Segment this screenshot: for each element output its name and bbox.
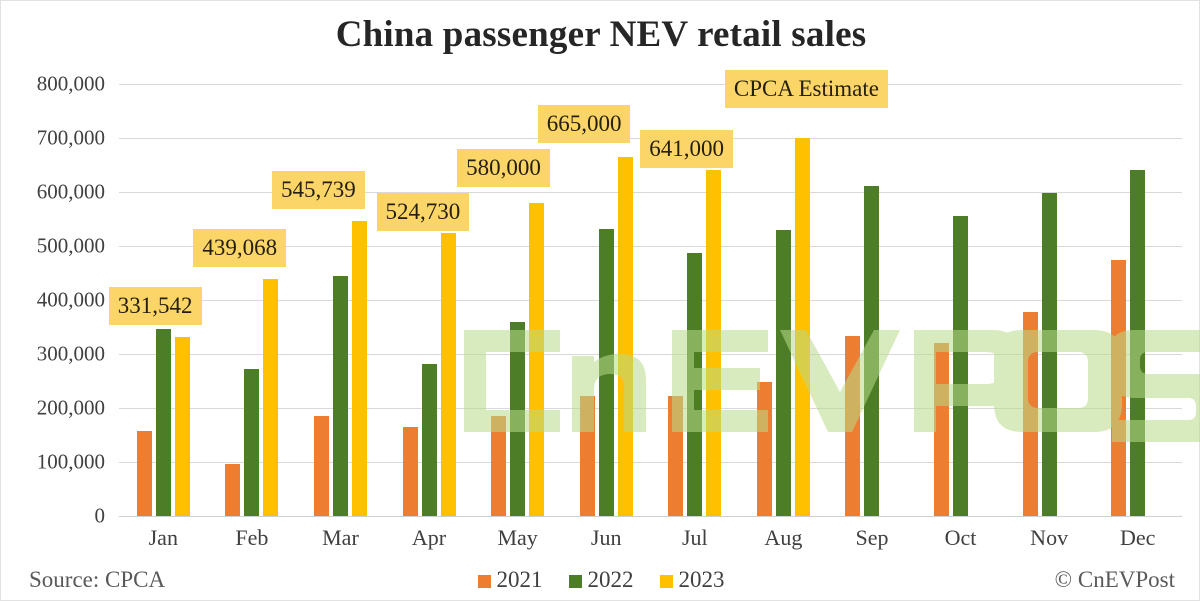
gridline — [119, 84, 1182, 85]
bar-2021-May — [491, 416, 507, 516]
data-label-May: 580,000 — [457, 148, 550, 187]
y-axis-tick-label: 700,000 — [36, 125, 105, 150]
y-axis-tick-label: 400,000 — [36, 287, 105, 312]
y-axis-tick-label: 300,000 — [36, 341, 105, 366]
bar-2022-May — [510, 322, 526, 516]
bar-2023-Jul — [706, 169, 722, 516]
x-axis-tick-label-Feb: Feb — [235, 525, 269, 550]
bar-2021-Jul — [668, 396, 684, 516]
cnevpost-watermark — [464, 330, 1200, 442]
y-axis-tick-label: 500,000 — [36, 233, 105, 258]
bar-2022-Jan — [155, 328, 171, 516]
data-label-Jun: 665,000 — [537, 104, 631, 143]
y-axis-tick-label: 100,000 — [36, 449, 105, 474]
gridline — [119, 246, 1182, 247]
bar-2021-Sep — [845, 335, 861, 516]
x-axis-tick-label-Sep: Sep — [855, 525, 889, 550]
bar-2021-Aug — [756, 381, 772, 516]
bar-2023-Apr — [440, 232, 456, 516]
bar-2022-Sep — [864, 186, 880, 516]
bar-2021-Nov — [1022, 311, 1038, 516]
gridline — [119, 462, 1182, 463]
data-label-Jan: 331,542 — [108, 286, 202, 325]
bar-2023-Feb — [263, 278, 279, 516]
bar-2021-Dec — [1111, 259, 1127, 516]
x-axis-tick-label-Dec: Dec — [1119, 525, 1156, 550]
bar-2021-Mar — [313, 416, 329, 516]
bar-2022-Jun — [598, 228, 614, 516]
bar-2023-May — [529, 202, 545, 516]
x-axis-tick-label-Aug: Aug — [764, 525, 803, 550]
x-axis-tick-label-Jul: Jul — [681, 525, 708, 550]
plot-area: 331,542 439,068 545,739 524,730 580,000 665,0… — [108, 70, 1200, 517]
data-label-Jul: 641,000 — [640, 129, 734, 168]
x-axis-tick-label-Nov: Nov — [1030, 525, 1069, 550]
x-axis-tick-label-Oct: Oct — [944, 525, 977, 550]
bar-2022-Jul — [687, 253, 703, 516]
gridline — [119, 516, 1182, 517]
legend-item-2022[interactable]: 2022 — [568, 567, 634, 593]
x-axis-tick-label-Apr: Apr — [411, 525, 447, 550]
legend-swatch-icon — [568, 574, 582, 588]
bar-2023-Jan — [174, 336, 190, 516]
legend-item-2021[interactable]: 2021 — [477, 567, 543, 593]
bar-2023-Aug — [794, 138, 810, 516]
data-label-Mar: 545,739 — [271, 171, 365, 210]
bar-2022-Nov — [1041, 193, 1057, 516]
y-axis-tick-label: 0 — [94, 503, 106, 528]
legend-item-2023[interactable]: 2023 — [659, 567, 725, 593]
data-label-Aug: CPCA Estimate — [724, 70, 888, 108]
y-axis-tick-label: 800,000 — [36, 71, 105, 96]
legend-label: 2022 — [587, 567, 634, 592]
legend-swatch-icon — [477, 574, 491, 588]
bar-2022-Feb — [244, 368, 260, 516]
bar-2021-Apr — [402, 427, 418, 516]
copyright-credit: © CnEVPost — [1054, 567, 1175, 592]
gridline — [119, 192, 1182, 193]
chart-title: China passenger NEV retail sales — [335, 14, 867, 55]
bar-2023-Mar — [351, 221, 367, 516]
source-note: Source: CPCA — [29, 567, 166, 592]
legend-label: 2023 — [678, 567, 725, 592]
bar-2022-Oct — [953, 215, 969, 516]
bar-2021-Jan — [136, 430, 152, 516]
x-axis-tick-label-Jan: Jan — [148, 525, 178, 550]
data-label-Apr: 524,730 — [376, 192, 470, 231]
legend-label: 2021 — [496, 567, 543, 592]
bar-2022-Dec — [1130, 170, 1146, 516]
bar-2021-Feb — [225, 463, 241, 516]
bar-2021-Jun — [579, 396, 595, 516]
bar-2021-Oct — [934, 342, 950, 516]
y-axis-tick-label: 600,000 — [36, 179, 105, 204]
bar-2022-Aug — [775, 230, 791, 516]
chart-legend: 2021 2022 2023 — [1, 567, 1200, 593]
bar-2022-Apr — [421, 363, 437, 516]
y-axis-tick-label: 200,000 — [36, 395, 105, 420]
legend-swatch-icon — [659, 574, 673, 588]
data-label-Feb: 439,068 — [193, 228, 287, 267]
x-axis-tick-label-May: May — [497, 525, 538, 550]
x-axis-tick-label-Jun: Jun — [590, 525, 622, 550]
gridline — [119, 300, 1182, 301]
bar-2023-Jun — [617, 156, 633, 516]
gridline — [119, 408, 1182, 409]
footer-divider — [9, 553, 1193, 554]
x-axis-tick-label-Mar: Mar — [322, 525, 359, 550]
gridline — [119, 354, 1182, 355]
bar-2022-Mar — [332, 275, 348, 516]
